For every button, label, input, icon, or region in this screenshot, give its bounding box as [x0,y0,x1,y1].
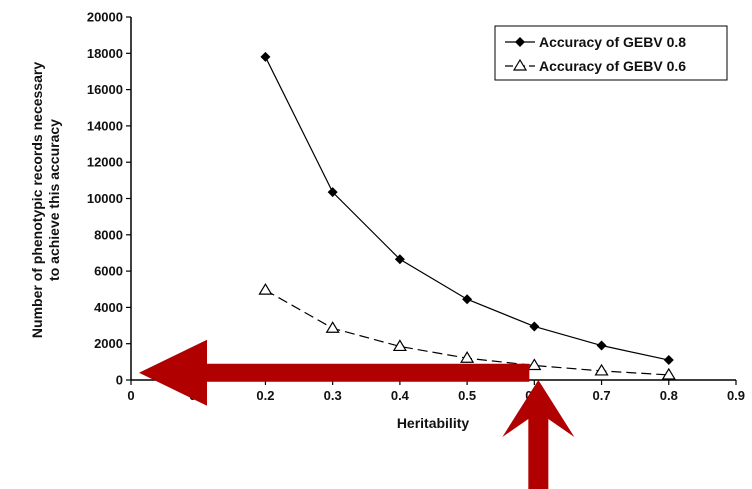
series-layer [258,51,676,380]
x-tick-label: 0.2 [256,388,274,403]
y-tick-label: 6000 [94,264,123,279]
up-arrow [502,380,575,489]
series-2-point [661,367,676,380]
y-tick-label: 14000 [87,118,123,133]
y-axis-title-line-2: to achieve this accuracy [46,119,62,281]
x-tick-label: 0.3 [324,388,342,403]
x-axis-title: Heritability [397,415,470,431]
series-1-point [260,51,271,62]
legend-label-series-2: Accuracy of GEBV 0.6 [539,58,686,74]
y-tick-label: 8000 [94,227,123,242]
legend-marker-series-2 [512,58,528,71]
series-1-point [462,294,473,305]
x-tick-label: 0.8 [660,388,678,403]
y-tick-label: 12000 [87,155,123,170]
y-axis-title-line-1: Number of phenotypic records necessary [29,62,45,338]
series-1-line [264,56,669,361]
legend-marker-series-1 [515,37,525,47]
x-tick-label: 0.5 [458,388,476,403]
series-2-point [392,339,407,352]
series-2-point [594,363,609,376]
series-1-point [394,254,405,265]
x-tick-label: 0.7 [593,388,611,403]
series-1-point [327,187,338,198]
y-tick-label: 2000 [94,336,123,351]
legend-label-series-1: Accuracy of GEBV 0.8 [539,34,686,50]
x-tick-label: 0.4 [391,388,410,403]
y-tick-label: 18000 [87,46,123,61]
left-arrow [139,339,530,406]
y-ticks: 0 2000 4000 6000 8000 10000 12000 14000 16000 180… [87,10,131,388]
legend: Accuracy of GEBV 0.8 Accuracy of GEBV 0.… [494,25,728,81]
y-axis-title: Number of phenotypic records necessary t… [29,62,62,338]
y-tick-label: 10000 [87,191,123,206]
series-2-point [325,321,340,333]
y-tick-label: 20000 [87,10,123,25]
y-tick-label: 0 [116,373,123,388]
series-1-point [529,321,540,332]
series-1-point [596,340,607,351]
series-2-point [527,358,542,371]
y-tick-label: 16000 [87,82,123,97]
x-tick-label: 0 [127,388,134,403]
legend-box [494,25,728,81]
series-2-point [460,351,475,363]
series-1-point [663,355,674,366]
y-tick-label: 4000 [94,300,123,315]
annotation-arrows [139,339,575,489]
x-ticks: 00.10.20.30.40.50.60.70.80.9 [127,380,745,403]
x-tick-label: 0.9 [727,388,745,403]
series-2-point [258,282,273,295]
